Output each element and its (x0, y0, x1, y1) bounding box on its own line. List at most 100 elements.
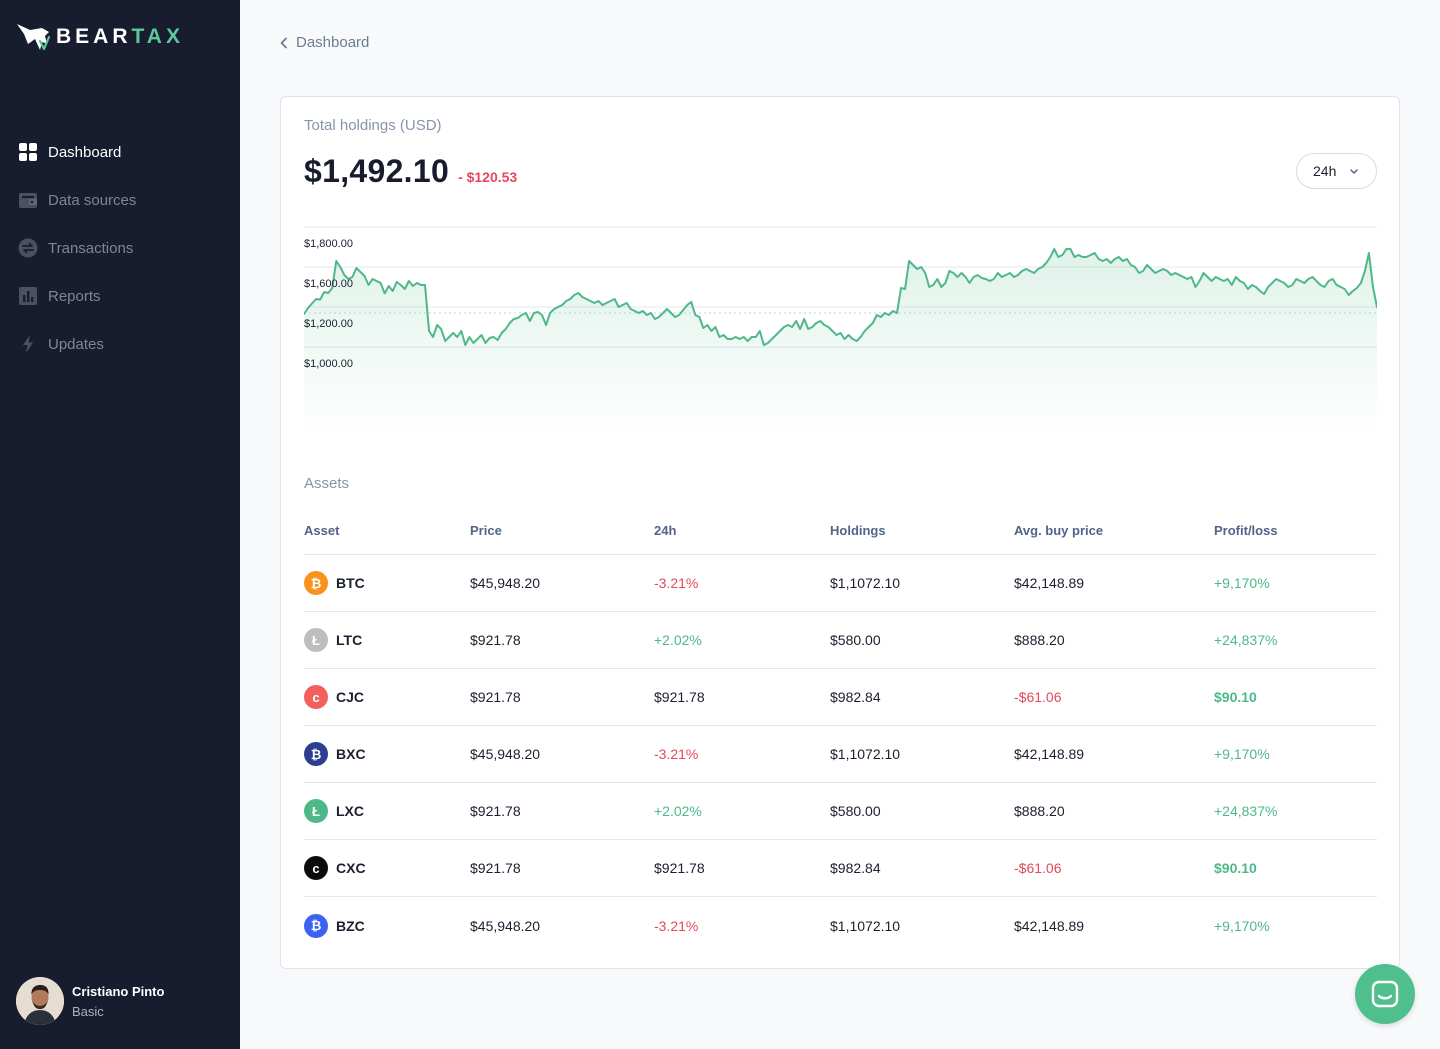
table-row[interactable]: c CJC $921.78 $921.78 $982.84 -$61.06 $90.10 (304, 669, 1377, 726)
holdings-cell: $580.00 (830, 803, 881, 819)
table-row[interactable]: ₿ BTC $45,948.20 -3.21% $1,1072.10 $42,148.89… (304, 555, 1377, 612)
asset-symbol: BXC (336, 746, 366, 762)
price-cell: $45,948.20 (470, 575, 541, 591)
price-cell: $921.78 (470, 689, 521, 705)
sidebar-item-label: Dashboard (48, 143, 122, 161)
column-header-price[interactable]: Price (470, 523, 502, 538)
change-24h-cell: +2.02% (654, 632, 702, 648)
sidebar: BEARTAX Dashboard Data sources Transacti… (0, 0, 240, 1049)
bar-chart-icon (18, 286, 38, 306)
profit-loss-cell: $90.10 (1214, 689, 1257, 705)
column-header-asset[interactable]: Asset (304, 523, 340, 538)
sidebar-item-label: Data sources (48, 191, 137, 209)
price-cell: $921.78 (470, 632, 521, 648)
user-plan: Basic (72, 1003, 104, 1019)
avg-buy-price-cell: -$61.06 (1014, 860, 1062, 876)
table-row[interactable]: Ł LXC $921.78 +2.02% $580.00 $888.20 +24,837% (304, 783, 1377, 840)
coin-c-icon: c (304, 685, 328, 709)
bitcoin-icon: ₿ (304, 913, 328, 938)
profit-loss-cell: +9,170% (1214, 917, 1270, 934)
column-header-profit-loss[interactable]: Profit/loss (1214, 523, 1278, 538)
sidebar-item-label: Updates (48, 335, 104, 353)
breadcrumb[interactable]: Dashboard (279, 34, 369, 51)
y-tick-label: $1,600.00 (304, 278, 353, 290)
holdings-total: $1,492.10 - $120.53 (304, 153, 517, 190)
user-profile[interactable]: Cristiano Pinto Basic (16, 977, 164, 1025)
asset-symbol: LTC (336, 632, 363, 648)
asset-symbol: BTC (336, 575, 365, 591)
price-cell: $921.78 (470, 860, 521, 876)
avg-buy-price-cell: $888.20 (1014, 632, 1065, 648)
holdings-chart-svg: $1,800.00 $1,600.00 $1,200.00 $1,000.00 (304, 226, 1377, 437)
sidebar-item-updates[interactable]: Updates (0, 320, 240, 368)
logo-wordmark: BEARTAX (56, 25, 184, 48)
profit-loss-cell: +24,837% (1214, 632, 1278, 648)
table-row[interactable]: Ł LTC $921.78 +2.02% $580.00 $888.20 +24,837% (304, 612, 1377, 669)
column-header-holdings[interactable]: Holdings (830, 523, 886, 538)
chat-icon (1371, 980, 1399, 1008)
sidebar-item-label: Reports (48, 287, 101, 305)
asset-cell: ₿ BTC (304, 571, 470, 595)
bitcoin-icon: ₿ (304, 571, 328, 595)
table-row[interactable]: ₿ BZC $45,948.20 -3.21% $1,1072.10 $42,148.89… (304, 897, 1377, 954)
table-row[interactable]: ₿ BXC $45,948.20 -3.21% $1,1072.10 $42,148.89… (304, 726, 1377, 783)
column-header-24h[interactable]: 24h (654, 523, 677, 538)
assets-table: Asset Price 24h Holdings Avg. buy price … (304, 507, 1377, 954)
asset-cell: ₿ BXC (304, 742, 470, 766)
user-info: Cristiano Pinto Basic (72, 984, 164, 1019)
holdings-value: $1,492.10 (304, 153, 450, 189)
table-header: Asset Price 24h Holdings Avg. buy price … (304, 507, 1377, 555)
chart-series-line (304, 248, 1377, 346)
exchange-icon (18, 238, 38, 258)
price-cell: $921.78 (470, 803, 521, 819)
y-tick-label: $1,000.00 (304, 358, 353, 370)
sidebar-item-label: Transactions (48, 239, 134, 257)
avg-buy-price-cell: $42,148.89 (1014, 917, 1085, 934)
bear-logo-icon (17, 24, 50, 51)
asset-symbol: BZC (336, 917, 365, 934)
change-24h-cell: -3.21% (654, 575, 699, 591)
coin-c-icon: c (304, 856, 328, 880)
litecoin-icon: Ł (304, 799, 328, 823)
profit-loss-cell: +24,837% (1214, 803, 1278, 819)
breadcrumb-label: Dashboard (296, 34, 370, 51)
lightning-icon (18, 334, 38, 354)
asset-cell: ₿ BZC (304, 913, 470, 938)
chevron-down-icon (1350, 169, 1358, 174)
change-24h-cell: -3.21% (654, 746, 699, 762)
user-avatar-image (16, 977, 64, 1025)
holdings-card: Total holdings (USD) $1,492.10 - $120.53… (280, 96, 1400, 969)
holdings-chart: $1,800.00 $1,600.00 $1,200.00 $1,000.00 (304, 217, 1377, 437)
sidebar-item-transactions[interactable]: Transactions (0, 224, 240, 272)
asset-symbol: CJC (336, 689, 365, 705)
asset-cell: Ł LXC (304, 799, 470, 823)
holdings-cell: $1,1072.10 (830, 575, 901, 591)
y-tick-label: $1,200.00 (304, 318, 353, 330)
price-cell: $45,948.20 (470, 746, 541, 762)
change-24h-cell: -3.21% (654, 917, 699, 934)
sidebar-item-dashboard[interactable]: Dashboard (0, 128, 240, 176)
profit-loss-cell: $90.10 (1214, 860, 1257, 876)
avatar (16, 977, 64, 1025)
asset-symbol: LXC (336, 803, 364, 819)
litecoin-icon: Ł (304, 628, 328, 652)
y-tick-label: $1,800.00 (304, 238, 353, 250)
change-24h-cell: $921.78 (654, 860, 705, 876)
profit-loss-cell: +9,170% (1214, 746, 1270, 762)
user-name: Cristiano Pinto (72, 983, 165, 999)
holdings-cell: $1,1072.10 (830, 917, 901, 934)
wallet-icon (18, 190, 38, 210)
sidebar-item-data-sources[interactable]: Data sources (0, 176, 240, 224)
column-header-avg-buy-price[interactable]: Avg. buy price (1014, 523, 1104, 538)
bitcoin-icon: ₿ (304, 742, 328, 766)
table-body: ₿ BTC $45,948.20 -3.21% $1,1072.10 $42,148.89… (304, 555, 1377, 954)
sidebar-item-reports[interactable]: Reports (0, 272, 240, 320)
chat-button[interactable] (1355, 964, 1415, 1024)
table-row[interactable]: c CXC $921.78 $921.78 $982.84 -$61.06 $90.10 (304, 840, 1377, 897)
period-value: 24h (1313, 163, 1337, 179)
beartax-logo[interactable]: BEARTAX (16, 22, 184, 52)
holdings-change: - $120.53 (458, 169, 518, 185)
chart-area (304, 249, 1377, 437)
period-select[interactable]: 24h (1296, 153, 1377, 189)
asset-cell: Ł LTC (304, 628, 470, 652)
